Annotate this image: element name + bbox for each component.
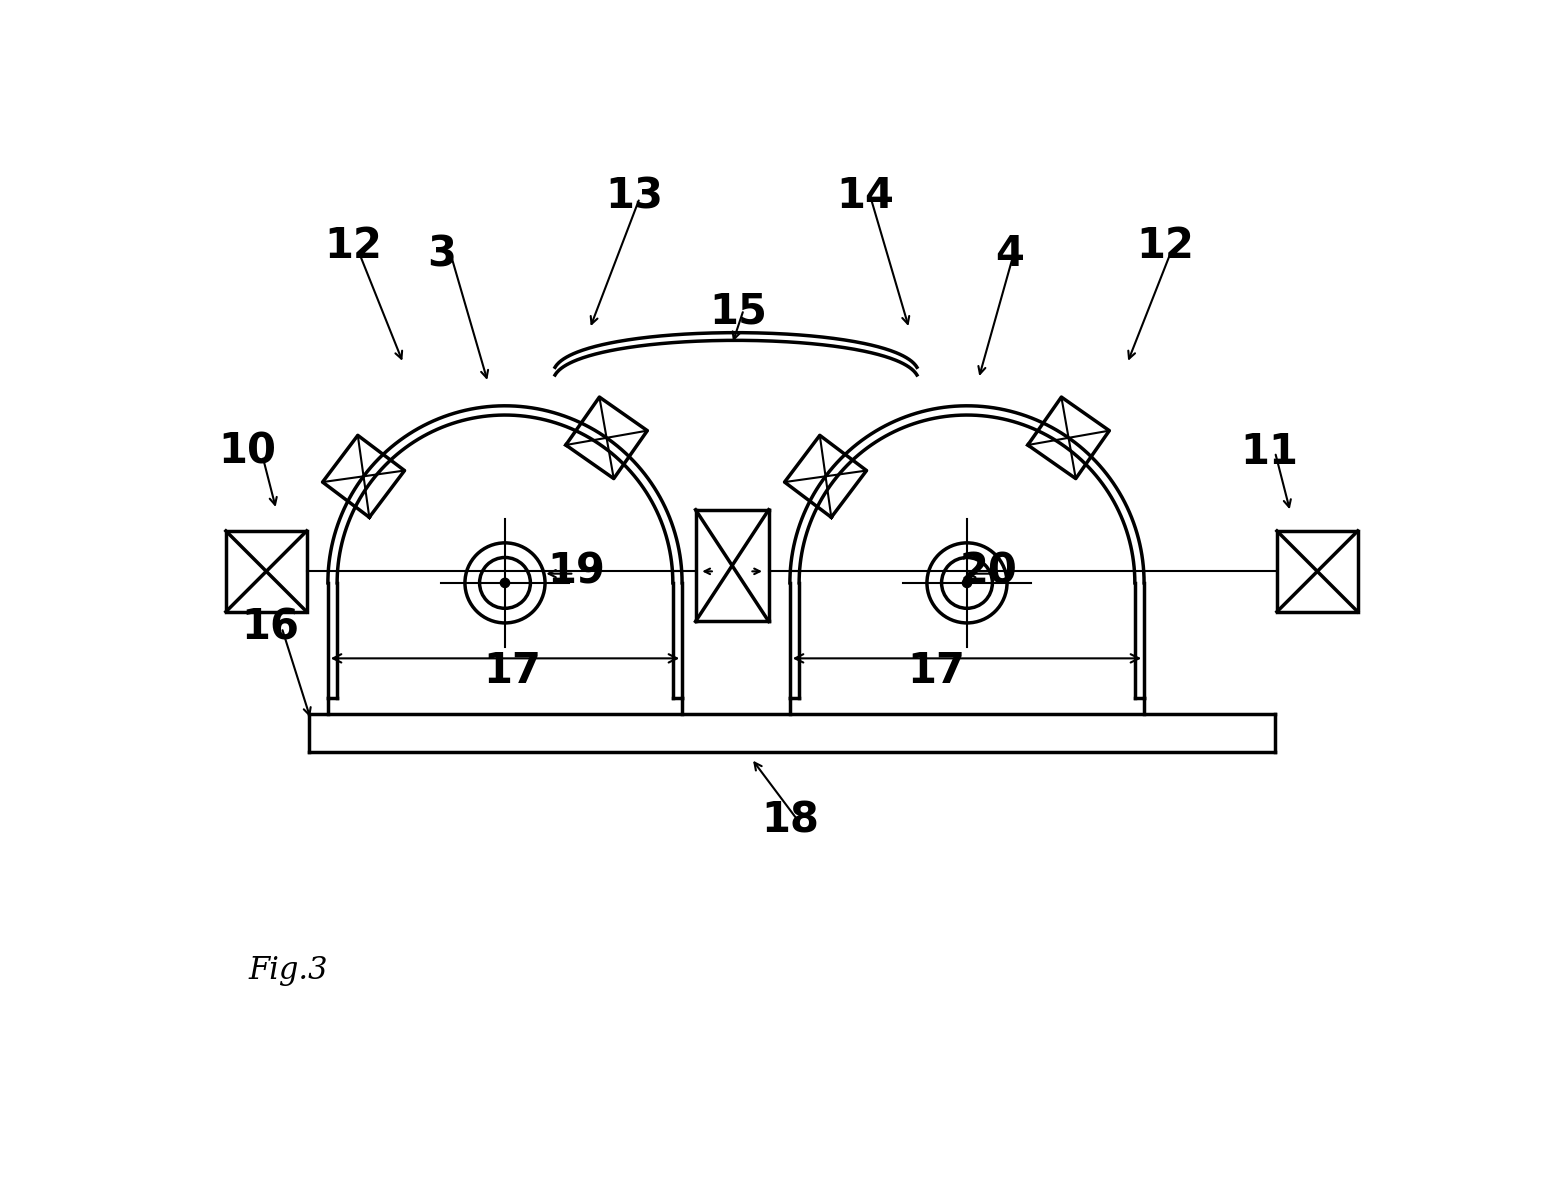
Text: 13: 13 (606, 175, 663, 217)
Text: 14: 14 (836, 175, 895, 217)
Text: 17: 17 (484, 650, 542, 692)
Text: 16: 16 (241, 606, 300, 648)
Bar (226, 530, 307, 612)
Text: 15: 15 (709, 290, 768, 332)
Text: Fig.3: Fig.3 (249, 955, 328, 985)
Text: 12: 12 (1137, 226, 1194, 268)
Text: 12: 12 (324, 226, 382, 268)
Text: 20: 20 (959, 551, 1018, 593)
Text: 3: 3 (428, 233, 456, 275)
Text: 19: 19 (547, 551, 604, 593)
Circle shape (501, 578, 510, 588)
Text: 18: 18 (760, 799, 819, 841)
Text: 11: 11 (1241, 431, 1299, 473)
Bar (1276, 530, 1358, 612)
Text: 4: 4 (995, 233, 1024, 275)
Circle shape (963, 578, 972, 588)
Text: 17: 17 (907, 650, 966, 692)
Text: 10: 10 (218, 431, 277, 473)
